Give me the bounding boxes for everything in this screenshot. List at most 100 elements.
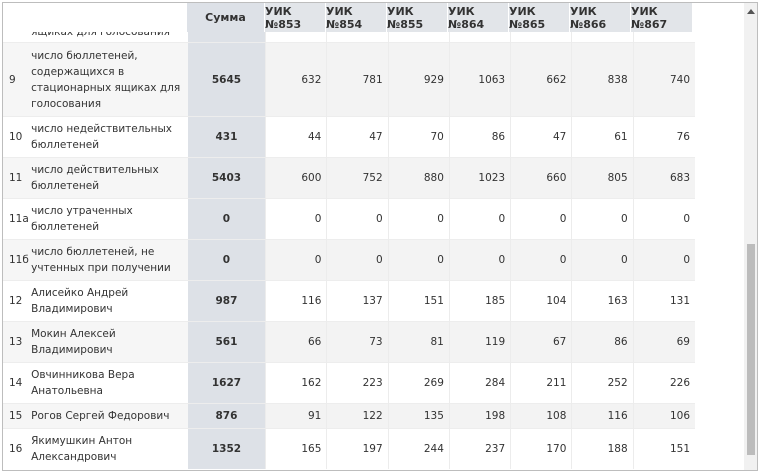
row-value: 185 [448, 280, 511, 321]
row-value: 86 [448, 116, 511, 157]
row-value: 197 [326, 428, 388, 469]
row-value: 662 [510, 42, 572, 116]
row-value: 0 [448, 198, 511, 239]
table-row: 11а число утраченных бюллетеней 0 0 0 0 0 0 0 0 [3, 198, 695, 239]
header-uik-866: УИК №866 [569, 3, 630, 32]
row-value: 162 [265, 362, 327, 403]
row-value: 740 [632, 42, 695, 116]
row-value: 44 [265, 116, 327, 157]
row-value: 752 [326, 157, 388, 198]
table-row: 13 Мокин Алексей Владимирович 561 66 73 81 119… [3, 321, 695, 362]
row-number: 11а [3, 198, 30, 239]
row-sum: 5645 [187, 42, 266, 116]
table-row: 11 число действительных бюллетеней 5403 600… [3, 157, 695, 198]
row-value: 838 [571, 42, 633, 116]
row-value: 0 [387, 239, 449, 280]
row-label: число действительных бюллетеней [29, 157, 188, 198]
row-value: 0 [387, 198, 449, 239]
header-uik-853: УИК №853 [264, 3, 325, 32]
row-value: 47 [510, 116, 572, 157]
table-row: 15 Рогов Сергей Федорович 876 91 122 135 198 10… [3, 403, 695, 428]
row-value: 781 [326, 42, 388, 116]
row-value: 284 [448, 362, 511, 403]
row-value: 81 [387, 321, 449, 362]
scrollbar-thumb[interactable] [747, 244, 755, 455]
row-value: 69 [632, 321, 695, 362]
row-value: 0 [448, 239, 511, 280]
row-value: 0 [510, 198, 572, 239]
row-value: 198 [448, 403, 511, 428]
row-value: 119 [448, 321, 511, 362]
row-value: 223 [326, 362, 388, 403]
row-number: 15 [3, 403, 30, 428]
row-value: 91 [265, 403, 327, 428]
row-label: Рогов Сергей Федорович [29, 403, 188, 428]
scroll-up-arrow-icon[interactable] [744, 5, 757, 18]
row-value: 47 [326, 116, 388, 157]
row-value: 0 [326, 239, 388, 280]
row-value: 211 [510, 362, 572, 403]
row-value: 188 [571, 428, 633, 469]
row-value: 137 [326, 280, 388, 321]
row-value: 252 [571, 362, 633, 403]
row-label: Овчинникова Вера Анатольевна [29, 362, 188, 403]
table-row: 10 число недействительных бюллетеней 431 44… [3, 116, 695, 157]
row-value: 73 [326, 321, 388, 362]
table-row: 12 Алисейко Андрей Владимирович 987 116 137 1… [3, 280, 695, 321]
table-header: Сумма УИК №853 УИК №854 УИК №855 УИК №86… [3, 3, 695, 32]
row-value: 0 [571, 198, 633, 239]
row-value: 165 [265, 428, 327, 469]
row-value: 66 [265, 321, 327, 362]
row-value: 86 [571, 321, 633, 362]
vertical-scrollbar[interactable] [744, 3, 757, 470]
row-value: 67 [510, 321, 572, 362]
row-sum: 0 [187, 198, 266, 239]
row-sum: 561 [187, 321, 266, 362]
row-label: Алисейко Андрей Владимирович [29, 280, 188, 321]
row-value: 0 [632, 239, 695, 280]
row-value: 244 [387, 428, 449, 469]
header-uik-865: УИК №865 [508, 3, 569, 32]
row-value: 237 [448, 428, 511, 469]
table-row: 9 число бюллетеней, содержащихся в стацио… [3, 42, 695, 116]
table-row: 11б число бюллетеней, не учтенных при пол… [3, 239, 695, 280]
row-value: 170 [510, 428, 572, 469]
row-value: 116 [571, 403, 633, 428]
row-value: 116 [265, 280, 327, 321]
row-value: 106 [632, 403, 695, 428]
row-number: 14 [3, 362, 30, 403]
row-value: 108 [510, 403, 572, 428]
row-number: 13 [3, 321, 30, 362]
row-number: 9 [3, 42, 30, 116]
row-value: 151 [632, 428, 695, 469]
row-value: 163 [571, 280, 633, 321]
table-viewport[interactable]: ящиках для голосования 9 число бюллетеней… [3, 3, 743, 470]
row-value: 0 [571, 239, 633, 280]
row-sum: 1352 [187, 428, 266, 469]
row-value: 104 [510, 280, 572, 321]
row-sum: 5403 [187, 157, 266, 198]
header-spacer [3, 3, 187, 32]
row-label: число бюллетеней, содержащихся в стацион… [29, 42, 188, 116]
results-table: ящиках для голосования 9 число бюллетеней… [3, 3, 695, 469]
row-value: 0 [265, 198, 327, 239]
row-value: 0 [632, 198, 695, 239]
row-number: 12 [3, 280, 30, 321]
row-value: 805 [571, 157, 633, 198]
row-label: число бюллетеней, не учтенных при получе… [29, 239, 188, 280]
header-uik-867: УИК №867 [630, 3, 692, 32]
row-value: 226 [632, 362, 695, 403]
row-value: 135 [387, 403, 449, 428]
row-number: 10 [3, 116, 30, 157]
row-value: 0 [510, 239, 572, 280]
row-value: 269 [387, 362, 449, 403]
row-sum: 0 [187, 239, 266, 280]
table-row: 14 Овчинникова Вера Анатольевна 1627 162 223… [3, 362, 695, 403]
header-sum: Сумма [187, 3, 264, 32]
row-number: 11 [3, 157, 30, 198]
header-uik-855: УИК №855 [386, 3, 447, 32]
row-label: Мокин Алексей Владимирович [29, 321, 188, 362]
row-value: 880 [387, 157, 449, 198]
row-value: 600 [265, 157, 327, 198]
